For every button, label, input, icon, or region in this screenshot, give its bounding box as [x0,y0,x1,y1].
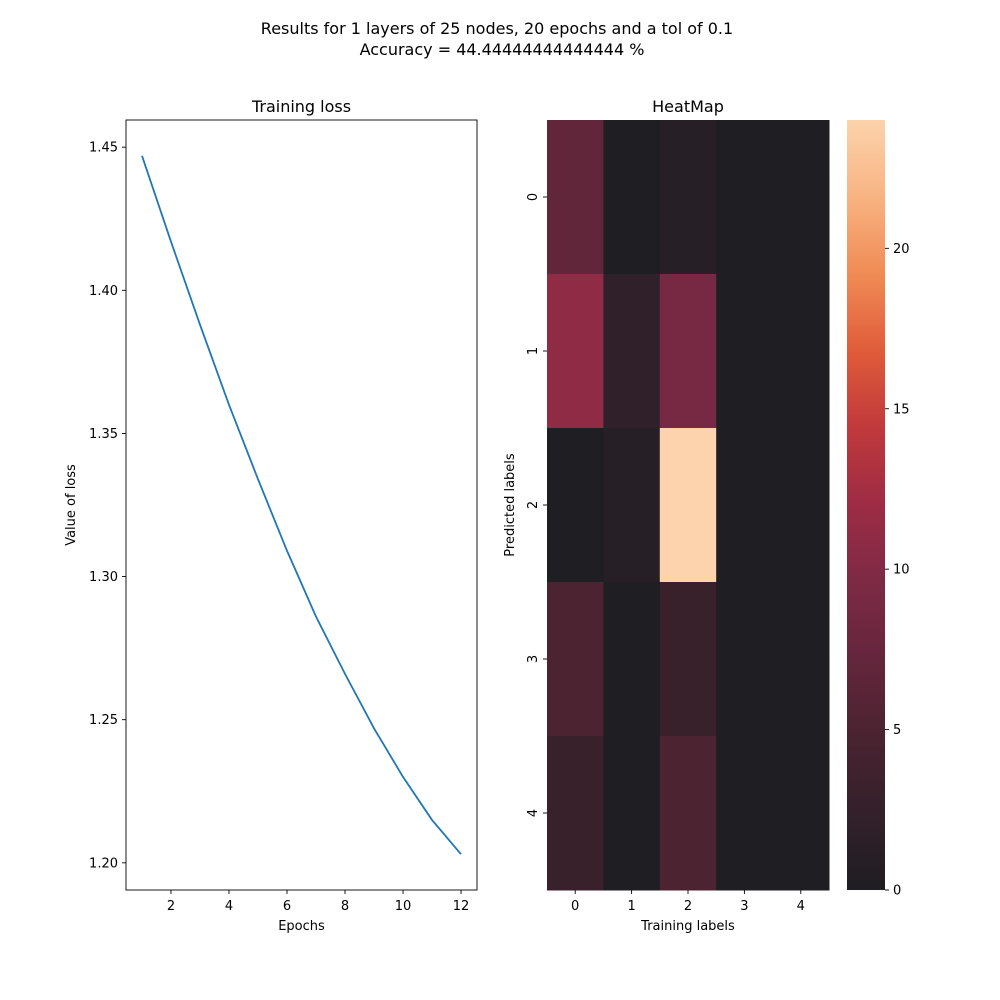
heatmap-cells [547,120,830,891]
figure-title-line1: Results for 1 layers of 25 nodes, 20 epo… [261,19,733,38]
heatmap-chart: HeatMap 0 1 2 3 4 0 1 2 3 4 Training labels Pred… [503,97,830,934]
heatmap-y-label: Predicted labels [503,453,518,557]
heatmap-cell [603,582,661,737]
heatmap-cell [659,582,717,737]
line-y-tick-label: 1.30 [89,570,118,585]
heatmap-cell [603,120,661,275]
heatmap-cell [659,736,717,891]
heatmap-cell [603,428,661,583]
heatmap-y-tick-label: 0 [526,193,541,201]
colorbar-gradient [847,120,885,890]
heatmap-y-tick-label: 1 [526,347,541,355]
heatmap-x-tick-label: 4 [797,899,805,914]
line-x-tick-label: 10 [395,899,412,914]
line-x-tick-label: 2 [167,899,175,914]
heatmap-y-tick-label: 3 [526,655,541,663]
heatmap-cell [547,736,604,891]
colorbar-ticks: 0 5 10 15 20 [885,242,910,899]
heatmap-cell [772,736,830,891]
colorbar-tick-label: 20 [893,242,910,257]
heatmap-cell [716,274,774,429]
heatmap-cell [659,274,717,429]
heatmap-title: HeatMap [652,97,724,116]
heatmap-cell [772,274,830,429]
line-y-ticks: 1.20 1.25 1.30 1.35 1.40 1.45 [89,141,126,871]
heatmap-cell [772,428,830,583]
line-x-tick-label: 6 [283,899,291,914]
colorbar-tick-label: 10 [893,563,910,578]
heatmap-cell [772,120,830,275]
line-x-tick-label: 12 [453,899,470,914]
heatmap-y-tick-label: 2 [526,501,541,509]
heatmap-x-tick-label: 3 [740,899,748,914]
line-x-label: Epochs [278,919,325,934]
line-y-tick-label: 1.45 [89,141,118,156]
line-chart-title: Training loss [251,97,351,116]
line-y-tick-label: 1.40 [89,284,118,299]
line-plot-frame [125,119,478,891]
training-loss-chart: Training loss 1.20 1.25 1.30 1.35 1.40 1.45 2… [64,97,478,934]
heatmap-cell [716,736,774,891]
heatmap-cell [547,582,604,737]
figure-title-line2: Accuracy = 44.44444444444444 % [360,40,645,59]
heatmap-x-ticks: 0 1 2 3 4 [571,890,805,914]
heatmap-cell [772,582,830,737]
heatmap-y-tick-label: 4 [526,809,541,817]
heatmap-cell [547,428,604,583]
colorbar-tick-label: 0 [893,884,901,899]
line-y-tick-label: 1.20 [89,856,118,871]
heatmap-cell [603,274,661,429]
colorbar-tick-label: 15 [893,402,910,417]
heatmap-x-tick-label: 0 [571,899,579,914]
heatmap-cell [716,428,774,583]
line-x-ticks: 2 4 6 8 10 12 [167,890,469,914]
loss-line [141,155,462,855]
line-x-tick-label: 4 [225,899,233,914]
heatmap-x-tick-label: 1 [627,899,635,914]
line-y-tick-label: 1.25 [89,713,118,728]
heatmap-cell [547,274,604,429]
heatmap-y-ticks: 0 1 2 3 4 [526,193,547,817]
colorbar-tick-label: 5 [893,723,901,738]
heatmap-x-label: Training labels [640,919,735,934]
heatmap-cell [603,736,661,891]
line-y-tick-label: 1.35 [89,427,118,442]
heatmap-x-tick-label: 2 [684,899,692,914]
line-y-label: Value of loss [64,464,79,546]
colorbar: 0 5 10 15 20 [847,120,910,899]
heatmap-cell [547,120,604,275]
heatmap-cell [716,120,774,275]
heatmap-cell [659,120,717,275]
heatmap-cell [659,428,717,583]
line-x-tick-label: 8 [341,899,349,914]
heatmap-cell [716,582,774,737]
